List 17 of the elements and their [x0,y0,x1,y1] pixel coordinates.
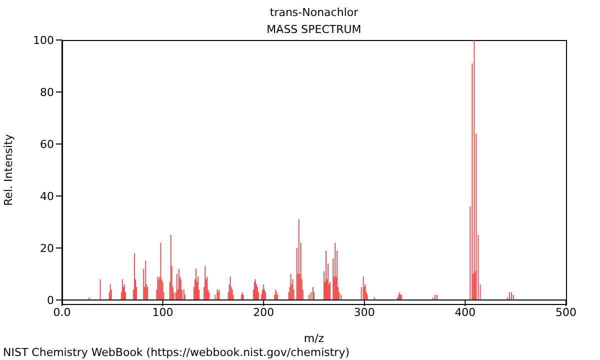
y-tick-label: 40 [40,190,54,203]
x-tick-label: 200 [253,306,274,319]
y-axis-title: Rel. Intensity [2,134,15,206]
y-tick-label: 80 [40,86,54,99]
chart-subtitle: MASS SPECTRUM [266,23,362,36]
y-tick-label: 0 [47,294,54,307]
chart-title: trans-Nonachlor [268,6,360,19]
x-tick-label: 400 [454,306,476,319]
x-tick-label: 500 [556,306,576,319]
x-tick-label: 0.0 [53,306,71,319]
text: NIST Chemistry WebBook (https://webbook.nist.gov/chemistry) [3,346,350,359]
y-tick-label: 100 [33,34,54,47]
y-tick-label: 20 [40,242,54,255]
x-axis-title: m/z [304,332,324,345]
x-tick-label: 300 [354,306,375,319]
y-tick-label: 60 [40,138,54,151]
x-tick-label: 100 [152,306,174,319]
